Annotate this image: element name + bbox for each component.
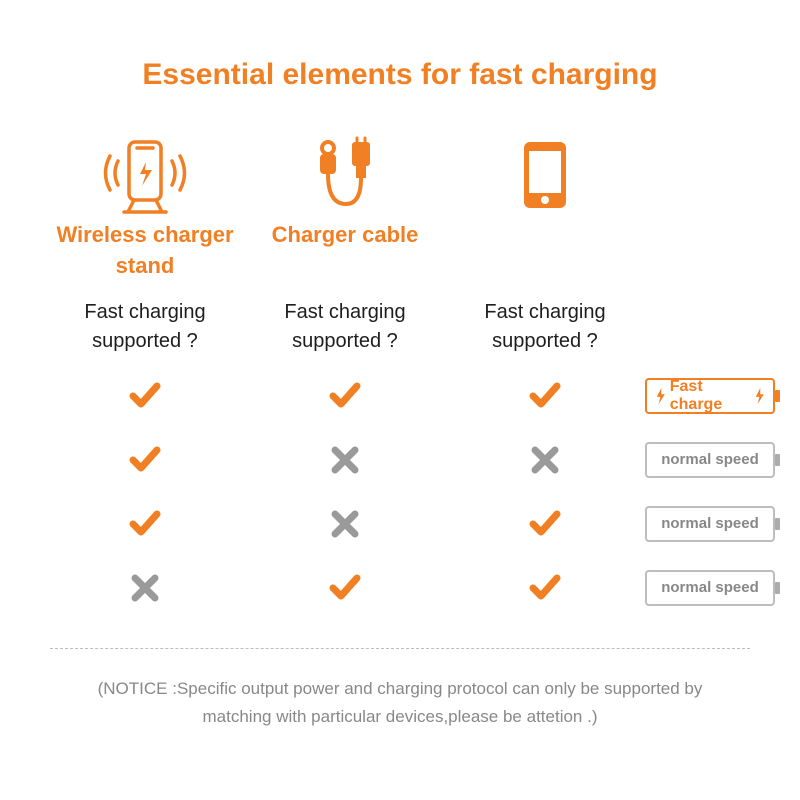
column-wireless-charger: Wireless charger stand: [45, 136, 245, 282]
check-icon: [329, 380, 361, 412]
x-icon: [329, 444, 361, 476]
question-text: Fast charging supported ?: [245, 298, 445, 356]
matrix-cell: [445, 572, 645, 604]
page-title: Essential elements for fast charging: [0, 0, 800, 92]
column-charger-cable: Charger cable: [245, 136, 445, 282]
normal-speed-badge: normal speed: [645, 570, 775, 606]
bolt-icon: [655, 387, 666, 405]
question-cell: Fast charging supported ?: [445, 298, 645, 356]
phone-icon: [510, 136, 580, 214]
normal-speed-badge: normal speed: [645, 506, 775, 542]
notice-line: (NOTICE :Specific output power and charg…: [98, 679, 703, 698]
divider: [50, 648, 750, 649]
x-icon: [329, 508, 361, 540]
matrix-cell: [445, 508, 645, 540]
icon-label: Charger cable: [272, 220, 419, 251]
matrix-cell: [45, 572, 245, 604]
result-badge-cell: normal speed: [645, 506, 795, 542]
question-row: Fast charging supported ? Fast charging …: [0, 298, 800, 356]
icon-row: Wireless charger stand Charger cable: [0, 136, 800, 282]
matrix-cell: [45, 380, 245, 412]
normal-speed-badge: normal speed: [645, 442, 775, 478]
matrix-row: normal speed: [45, 428, 800, 492]
check-icon: [129, 508, 161, 540]
check-icon: [129, 444, 161, 476]
bolt-icon: [754, 387, 765, 405]
matrix-cell: [245, 444, 445, 476]
fast-charge-badge: Fast charge: [645, 378, 775, 414]
check-icon: [129, 380, 161, 412]
x-icon: [129, 572, 161, 604]
check-icon: [529, 572, 561, 604]
question-cell: Fast charging supported ?: [245, 298, 445, 356]
comparison-matrix: Fast charge normal speed normal speed norma…: [0, 364, 800, 620]
matrix-cell: [445, 444, 645, 476]
matrix-cell: [45, 508, 245, 540]
charger-cable-icon: [290, 136, 400, 214]
notice-text: (NOTICE :Specific output power and charg…: [0, 675, 800, 733]
question-text: Fast charging supported ?: [445, 298, 645, 356]
question-cell: Fast charging supported ?: [45, 298, 245, 356]
result-badge-cell: normal speed: [645, 442, 795, 478]
matrix-cell: [245, 572, 445, 604]
result-badge-cell: normal speed: [645, 570, 795, 606]
column-phone: [445, 136, 645, 282]
x-icon: [529, 444, 561, 476]
notice-line: matching with particular devices,please …: [203, 707, 598, 726]
matrix-cell: [245, 508, 445, 540]
question-text: Fast charging supported ?: [45, 298, 245, 356]
result-badge-cell: Fast charge: [645, 378, 795, 414]
check-icon: [329, 572, 361, 604]
check-icon: [529, 380, 561, 412]
matrix-row: normal speed: [45, 492, 800, 556]
matrix-row: Fast charge: [45, 364, 800, 428]
check-icon: [529, 508, 561, 540]
matrix-cell: [445, 380, 645, 412]
wireless-charger-icon: [90, 136, 200, 214]
matrix-row: normal speed: [45, 556, 800, 620]
matrix-cell: [45, 444, 245, 476]
matrix-cell: [245, 380, 445, 412]
icon-label: Wireless charger stand: [45, 220, 245, 282]
